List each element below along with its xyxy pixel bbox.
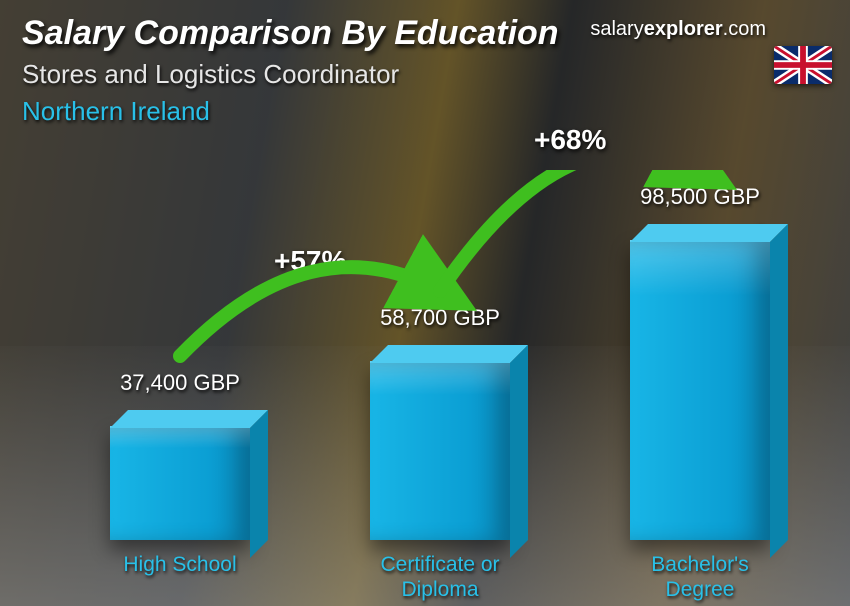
brand-mark: salaryexplorer.com: [590, 18, 766, 41]
infographic-canvas: Salary Comparison By Education Stores an…: [0, 0, 850, 606]
brand-prefix: salary: [590, 18, 643, 40]
brand-suffix: .com: [723, 18, 766, 40]
uk-flag-icon: [774, 46, 832, 84]
percent-increase: +68%: [534, 124, 606, 156]
percent-increase: +57%: [274, 245, 346, 277]
bar-label: High School: [123, 552, 236, 577]
bar: [110, 426, 250, 540]
bar: [630, 240, 770, 540]
region-label: Northern Ireland: [22, 96, 828, 127]
bar: [370, 361, 510, 540]
bar-label: Certificate orDiploma: [380, 552, 499, 602]
bar-value: 98,500 GBP: [640, 184, 760, 210]
bar-chart: 37,400 GBPHigh School58,700 GBPCertifica…: [40, 170, 790, 582]
bar-value: 37,400 GBP: [120, 370, 240, 396]
brand-accent: explorer: [644, 18, 723, 40]
job-title: Stores and Logistics Coordinator: [22, 59, 828, 90]
bar-value: 58,700 GBP: [380, 305, 500, 331]
bar-label: Bachelor'sDegree: [651, 552, 748, 602]
